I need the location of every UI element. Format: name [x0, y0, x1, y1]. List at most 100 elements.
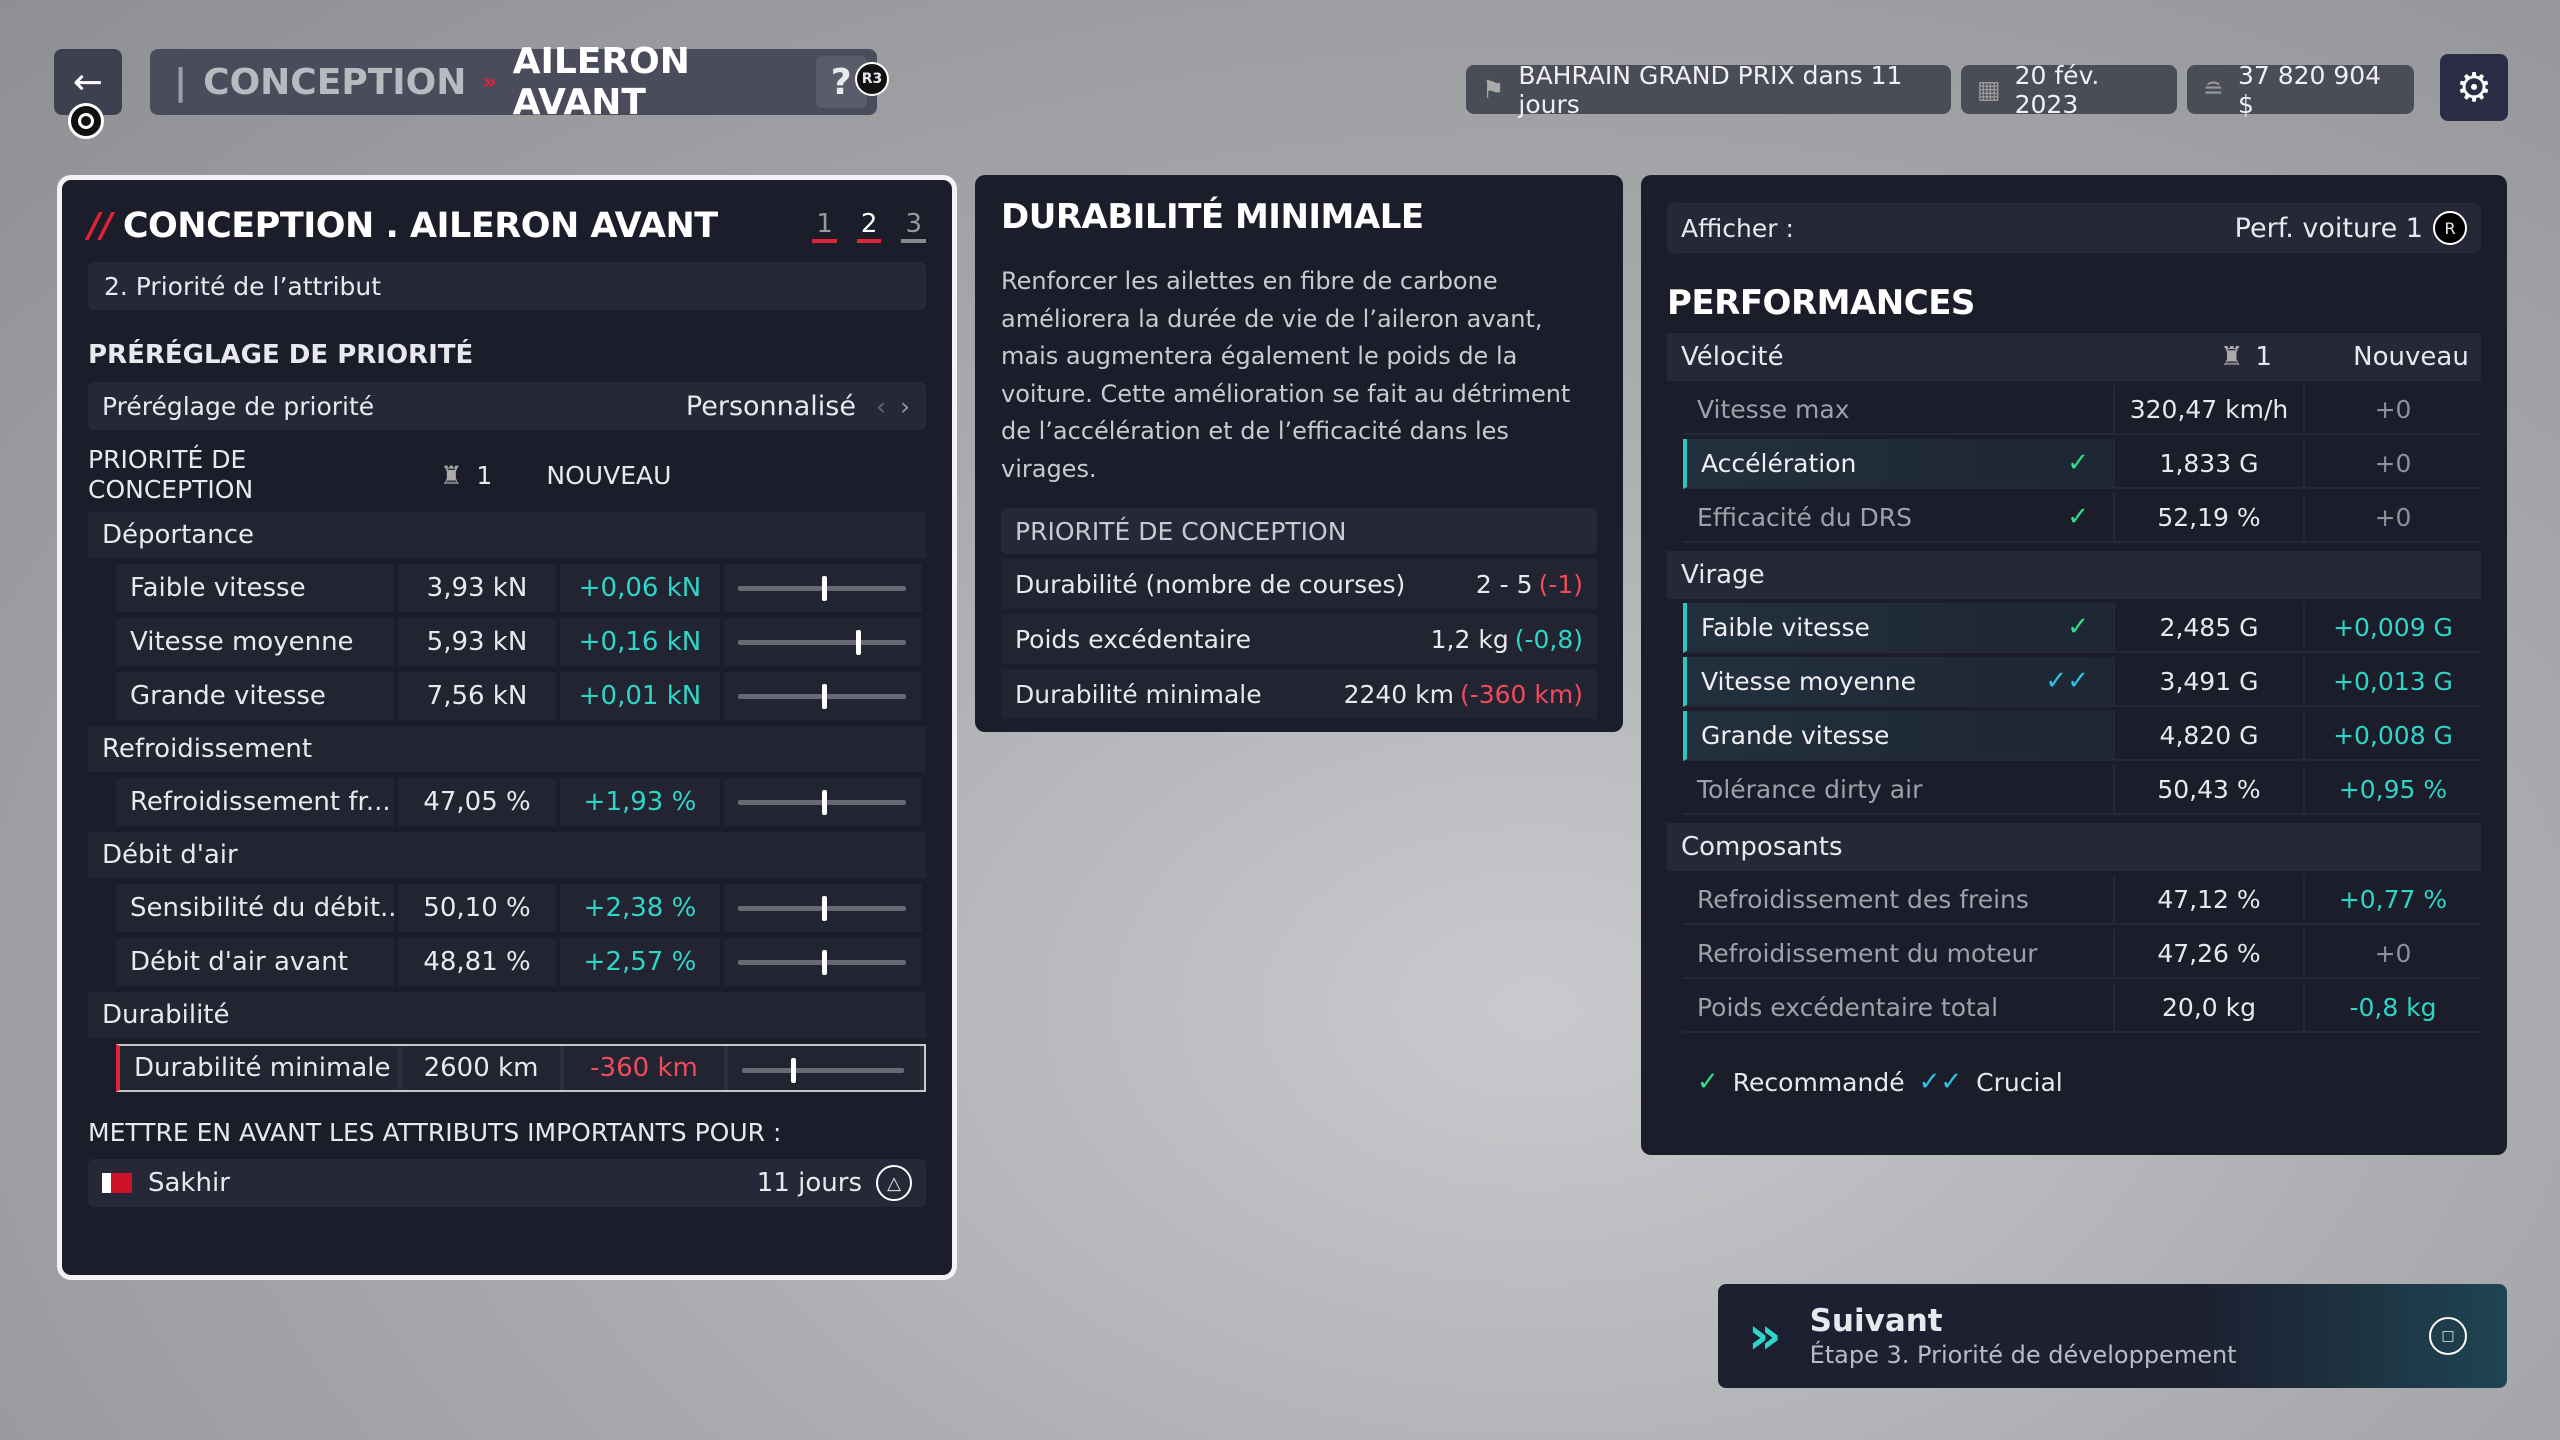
- design-priority-row: Durabilité (nombre de courses) 2 - 5 (-1): [1001, 559, 1597, 609]
- perf-delta: +0: [2303, 385, 2481, 435]
- attribute-label: Durabilité minimale: [120, 1046, 398, 1090]
- perf-value: 3,491 G: [2113, 657, 2303, 707]
- crucial-check-icon: ✓✓: [1918, 1067, 1963, 1097]
- perf-group-header: Vélocité ♜ 1 Nouveau: [1667, 333, 2481, 381]
- slider-handle[interactable]: [822, 576, 827, 601]
- help-button[interactable]: ? R3: [815, 56, 889, 108]
- attribute-label: Refroidissement fr...: [116, 778, 394, 826]
- next-race-pill: ⚑ BAHRAIN GRAND PRIX dans 11 jours: [1466, 61, 1951, 119]
- perf-row: Refroidissement du moteur 47,26 % +0: [1667, 929, 2481, 979]
- display-selector[interactable]: Afficher : Perf. voiture 1 R: [1667, 203, 2481, 253]
- chevron-right-icon[interactable]: ›: [900, 391, 910, 421]
- perf-row: Faible vitesse ✓ 2,485 G +0,009 G: [1667, 603, 2481, 653]
- perf-delta: +0,77 %: [2303, 875, 2481, 925]
- column-heading-priority: PRIORITÉ DE CONCEPTION: [88, 445, 254, 504]
- circle-button-icon: [68, 103, 104, 139]
- coins-icon: ≘: [2203, 75, 2224, 104]
- attribute-label: Grande vitesse: [116, 672, 394, 720]
- attribute-row[interactable]: Grande vitesse 7,56 kN +0,01 kN: [116, 672, 926, 720]
- slider-handle[interactable]: [822, 790, 827, 815]
- highlight-heading: METTRE EN AVANT LES ATTRIBUTS IMPORTANTS…: [88, 1118, 782, 1147]
- attribute-row[interactable]: Refroidissement fr... 47,05 % +1,93 %: [116, 778, 926, 826]
- car-icon: ♜: [440, 460, 463, 490]
- info-description: Renforcer les ailettes en fibre de carbo…: [1001, 267, 1571, 483]
- perf-value: 47,26 %: [2113, 929, 2303, 979]
- step-3[interactable]: 3: [901, 209, 926, 243]
- attribute-delta: +1,93 %: [560, 778, 720, 826]
- step-2[interactable]: 2: [856, 209, 882, 243]
- attribute-label: Débit d'air avant: [116, 938, 394, 986]
- priority-slider[interactable]: [724, 618, 922, 666]
- priority-slider[interactable]: [724, 672, 922, 720]
- back-button[interactable]: ←: [54, 49, 122, 139]
- attribute-value: 47,05 %: [398, 778, 556, 826]
- slider-handle[interactable]: [822, 684, 827, 709]
- preset-selector[interactable]: Préréglage de priorité Personnalisé ‹ ›: [88, 382, 926, 430]
- perf-row: Vitesse max 320,47 km/h +0: [1667, 385, 2481, 435]
- perf-value: 320,47 km/h: [2113, 385, 2303, 435]
- attribute-row[interactable]: Faible vitesse 3,93 kN +0,06 kN: [116, 564, 926, 612]
- priority-slider[interactable]: [728, 1046, 920, 1090]
- perf-row: Tolérance dirty air 50,43 % +0,95 %: [1667, 765, 2481, 815]
- recommended-check-icon: ✓: [1697, 1067, 1719, 1097]
- flag-icon: ⚑: [1482, 75, 1505, 104]
- priority-slider[interactable]: [724, 564, 922, 612]
- breadcrumb-conception[interactable]: CONCEPTION: [203, 61, 467, 103]
- perf-row: Poids excédentaire total 20,0 kg -0,8 kg: [1667, 983, 2481, 1033]
- performance-panel: Afficher : Perf. voiture 1 R PERFORMANCE…: [1641, 175, 2507, 1155]
- perf-value: 2,485 G: [2113, 603, 2303, 653]
- gear-icon: ⚙: [2456, 64, 2492, 111]
- priority-slider[interactable]: [724, 884, 922, 932]
- attribute-row[interactable]: Vitesse moyenne 5,93 kN +0,16 kN: [116, 618, 926, 666]
- perf-delta: -0,8 kg: [2303, 983, 2481, 1033]
- breadcrumb: | CONCEPTION » AILERON AVANT ? R3: [150, 41, 889, 123]
- preset-heading: PRÉRÉGLAGE DE PRIORITÉ: [88, 340, 474, 370]
- perf-row: Grande vitesse 4,820 G +0,008 G: [1667, 711, 2481, 761]
- attribute-value: 5,93 kN: [398, 618, 556, 666]
- design-priority-row: Poids excédentaire 1,2 kg (-0,8): [1001, 614, 1597, 664]
- perf-row: Efficacité du DRS ✓ 52,19 % +0: [1667, 493, 2481, 543]
- slider-handle[interactable]: [822, 896, 827, 921]
- slider-handle[interactable]: [790, 1058, 796, 1083]
- perf-delta: +0,95 %: [2303, 765, 2481, 815]
- r3-button-icon: R3: [855, 62, 889, 96]
- perf-row: Accélération ✓ 1,833 G +0: [1667, 439, 2481, 489]
- perf-label: Accélération: [1701, 448, 1857, 478]
- attribute-row[interactable]: Sensibilité du débit... 50,10 % +2,38 %: [116, 884, 926, 932]
- square-button-icon: □: [2429, 1317, 2467, 1355]
- preset-value: Personnalisé: [685, 390, 856, 422]
- step-1[interactable]: 1: [812, 209, 837, 243]
- perf-value: 52,19 %: [2113, 493, 2303, 543]
- attribute-row[interactable]: Débit d'air avant 48,81 % +2,57 %: [116, 938, 926, 986]
- perf-group-header: Virage: [1667, 551, 2481, 599]
- perf-row: Refroidissement des freins 47,12 % +0,77 %: [1667, 875, 2481, 925]
- attribute-delta: +2,57 %: [560, 938, 720, 986]
- attribute-delta: +2,38 %: [560, 884, 720, 932]
- slider-handle[interactable]: [822, 950, 827, 975]
- perf-value: 50,43 %: [2113, 765, 2303, 815]
- next-step-button[interactable]: » Suivant Étape 3. Priorité de développe…: [1718, 1284, 2507, 1388]
- slider-track: [738, 640, 906, 645]
- track-selector[interactable]: Sakhir 11 jours △: [88, 1159, 926, 1207]
- priority-slider[interactable]: [724, 938, 922, 986]
- step-subheader: 2. Priorité de l’attribut: [88, 262, 926, 310]
- perf-delta: +0,013 G: [2303, 657, 2481, 707]
- group-header: Refroidissement: [88, 726, 926, 772]
- calendar-icon: ▦: [1977, 75, 2001, 104]
- info-section: PRIORITÉ DE CONCEPTION: [1001, 508, 1597, 554]
- perf-label: Efficacité du DRS: [1697, 502, 1913, 532]
- slash-logo-icon: //: [88, 206, 113, 246]
- perf-label: Grande vitesse: [1701, 720, 1890, 750]
- settings-button[interactable]: ⚙: [2440, 54, 2508, 121]
- recommended-check-icon: ✓: [2067, 612, 2089, 642]
- priority-slider[interactable]: [724, 778, 922, 826]
- attribute-row[interactable]: Durabilité minimale 2600 km -360 km: [116, 1044, 926, 1092]
- slider-handle[interactable]: [855, 630, 861, 655]
- attribute-value: 48,81 %: [398, 938, 556, 986]
- chevron-double-icon: »: [482, 69, 497, 95]
- chevron-left-icon[interactable]: ‹: [876, 391, 886, 421]
- attribute-value: 3,93 kN: [398, 564, 556, 612]
- budget-pill: ≘ 37 820 904 $: [2187, 61, 2414, 119]
- r-stick-icon: R: [2433, 211, 2467, 245]
